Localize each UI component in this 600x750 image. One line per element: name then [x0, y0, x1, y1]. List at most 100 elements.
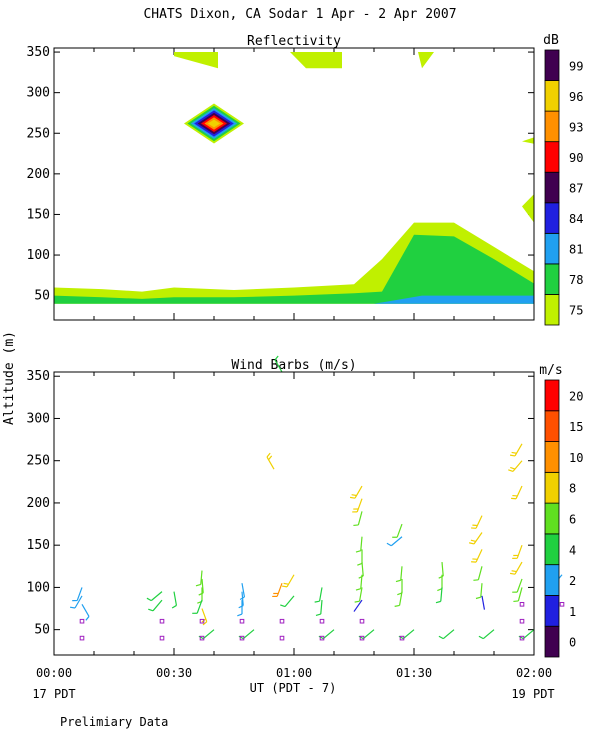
wind-barb	[435, 587, 443, 604]
barb-shaft	[322, 629, 335, 640]
end-local-label: 19 PDT	[511, 687, 554, 701]
barb-shaft	[514, 561, 523, 575]
barb-shaft	[173, 591, 178, 606]
colorbar-label: 75	[569, 304, 583, 318]
chart-title: CHATS Dixon, CA Sodar 1 Apr - 2 Apr 2007	[143, 7, 456, 22]
calm-marker	[399, 635, 405, 641]
wind-barb	[471, 549, 483, 563]
y-tick-label: 250	[27, 126, 50, 141]
barb-shaft	[150, 591, 163, 602]
barb-shaft	[200, 570, 203, 585]
barb-feather	[438, 635, 444, 640]
barb-shaft	[202, 629, 215, 640]
barb-feather	[358, 635, 364, 640]
colorbar-swatch	[544, 379, 560, 412]
barb-feather	[198, 635, 204, 640]
colorbar-swatch	[544, 294, 560, 326]
barb-shaft	[360, 574, 363, 589]
barb-feather	[266, 452, 271, 458]
reflectivity-layer	[54, 234, 534, 304]
wind-barb	[280, 595, 295, 608]
y-tick-label: 100	[27, 580, 50, 595]
calm-marker	[279, 635, 285, 641]
wind-barb	[281, 574, 295, 588]
barb-shaft	[266, 456, 275, 470]
calm-marker	[519, 618, 525, 624]
wind-barb	[349, 485, 363, 499]
x-tick-label: 01:00	[276, 666, 312, 680]
colorbar-label: 93	[569, 120, 583, 134]
wind-barb	[201, 608, 208, 626]
colorbar-swatch	[544, 595, 560, 627]
wind-barb	[353, 511, 363, 527]
barb-shaft	[475, 549, 483, 563]
colorbar-label: 15	[569, 420, 583, 434]
barb-shaft	[361, 562, 364, 577]
barb-shaft	[284, 595, 295, 607]
calm-marker	[79, 618, 85, 624]
calm-marker	[159, 618, 165, 624]
barb-shaft	[360, 536, 363, 551]
wind-barb	[274, 355, 283, 373]
barb-feather	[511, 570, 517, 573]
wind-barb	[358, 629, 375, 640]
barb-feather	[475, 596, 481, 600]
barb-shaft	[516, 544, 523, 559]
wind-barb	[195, 570, 203, 587]
barb-shaft	[480, 583, 483, 598]
wind-barb	[358, 562, 364, 579]
colorbar-swatch	[544, 263, 560, 295]
wind-barb	[352, 498, 363, 513]
barb-feather	[355, 588, 361, 591]
barb-shaft	[356, 498, 363, 513]
wind-barb	[171, 591, 178, 609]
y-tick-label: 100	[27, 248, 50, 263]
calm-marker	[559, 602, 565, 607]
colorbar-label: 4	[569, 543, 576, 557]
wind-barb	[437, 574, 443, 592]
y-tick-label: 300	[27, 86, 50, 101]
wind-barb	[354, 587, 363, 603]
barb-feather	[202, 621, 208, 626]
calm-marker	[519, 635, 525, 641]
reflectivity-cell	[207, 119, 221, 128]
barb-feather	[511, 451, 517, 454]
y-tick-label: 50	[34, 623, 50, 638]
barb-feather	[171, 604, 177, 609]
colorbar-swatch	[544, 80, 560, 112]
barb-feather	[318, 635, 324, 640]
reflectivity-panel: 50 100 150 200 250 300 350 Reflectivity dB 75 78 81…	[27, 33, 583, 326]
barb-shaft	[396, 523, 403, 538]
barb-shaft	[201, 608, 208, 622]
barb-shaft	[362, 629, 375, 640]
barb-feather	[280, 604, 286, 608]
y-tick-label: 150	[27, 207, 50, 222]
barb-shaft	[152, 599, 163, 612]
barb-shaft	[477, 566, 483, 580]
wind-barb	[314, 587, 323, 603]
barb-shaft	[514, 443, 523, 457]
wind-barb	[198, 629, 215, 640]
barb-shaft	[81, 604, 90, 617]
barb-feather	[510, 466, 516, 470]
x-tick-label: 01:30	[396, 666, 432, 680]
colorbar-swatch	[544, 410, 560, 442]
barb-shaft	[76, 587, 83, 601]
calm-marker	[279, 618, 285, 624]
barb-feather	[237, 613, 243, 617]
plot-frame-outline	[53, 371, 535, 656]
barb-shaft	[201, 578, 204, 593]
barb-shaft	[357, 511, 363, 526]
colorbar-label: 20	[569, 389, 583, 403]
wind-barb	[146, 591, 163, 602]
colorbar-swatch	[544, 625, 560, 658]
calm-marker	[319, 618, 325, 624]
wind-barb	[518, 629, 535, 640]
y-tick-label: 350	[27, 369, 50, 384]
barb-shaft	[242, 629, 255, 640]
wind-barb	[81, 604, 90, 621]
wind-barb	[315, 600, 323, 616]
y-axis-label: Altitude (m)	[2, 331, 17, 425]
barb-shaft	[440, 587, 443, 602]
